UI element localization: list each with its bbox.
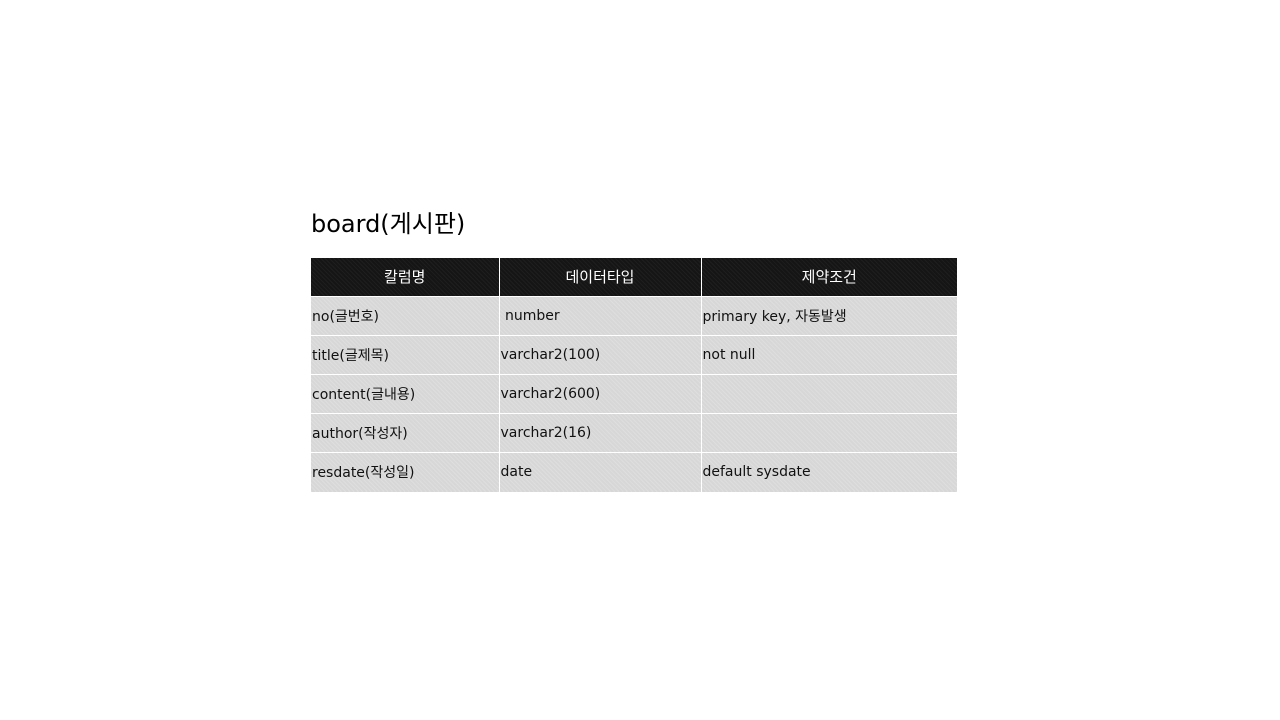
cell-text: author(작성자) (312, 425, 408, 442)
cell-data-type: varchar2(16) (498, 412, 701, 452)
cell-column-name: title(글제목) (311, 334, 499, 374)
table-row: content(글내용) varchar2(600) (311, 373, 957, 413)
table-row: no(글번호) number primary key, 자동발생 (311, 295, 957, 335)
cell-text: title(글제목) (312, 347, 389, 364)
cell-data-type: varchar2(100) (498, 334, 701, 374)
header-column-name: 칼럼명 (311, 258, 499, 296)
cell-column-name: content(글내용) (311, 373, 499, 413)
table-header-row: 칼럼명 데이터타입 제약조건 (311, 258, 957, 296)
cell-text: number (500, 307, 560, 324)
cell-text: varchar2(100) (500, 346, 601, 363)
cell-text: varchar2(600) (500, 385, 601, 402)
cell-text: resdate(작성일) (312, 465, 415, 482)
cell-text: primary key, 자동발생 (702, 308, 847, 325)
schema-table: 칼럼명 데이터타입 제약조건 no(글번호) number primary ke… (311, 258, 957, 492)
table-row: resdate(작성일) date default sysdate (311, 451, 957, 492)
header-constraint: 제약조건 (700, 258, 957, 296)
cell-constraint: not null (700, 334, 957, 374)
cell-text: content(글내용) (312, 386, 416, 403)
slide-title: board(게시판) (311, 210, 466, 238)
table-row: author(작성자) varchar2(16) (311, 412, 957, 452)
header-data-type: 데이터타입 (498, 258, 701, 296)
cell-constraint (700, 373, 957, 413)
cell-constraint (700, 412, 957, 452)
cell-column-name: author(작성자) (311, 412, 499, 452)
cell-text: varchar2(16) (500, 424, 592, 441)
cell-data-type: number (498, 295, 701, 335)
cell-text: default sysdate (702, 464, 811, 481)
cell-data-type: varchar2(600) (498, 373, 701, 413)
cell-constraint: primary key, 자동발생 (700, 295, 957, 335)
table-row: title(글제목) varchar2(100) not null (311, 334, 957, 374)
cell-text: no(글번호) (312, 308, 380, 325)
cell-column-name: no(글번호) (311, 295, 499, 335)
cell-column-name: resdate(작성일) (311, 451, 499, 492)
cell-text: not null (702, 346, 756, 363)
cell-data-type: date (498, 451, 701, 492)
cell-constraint: default sysdate (700, 451, 957, 492)
cell-text: date (500, 464, 533, 481)
